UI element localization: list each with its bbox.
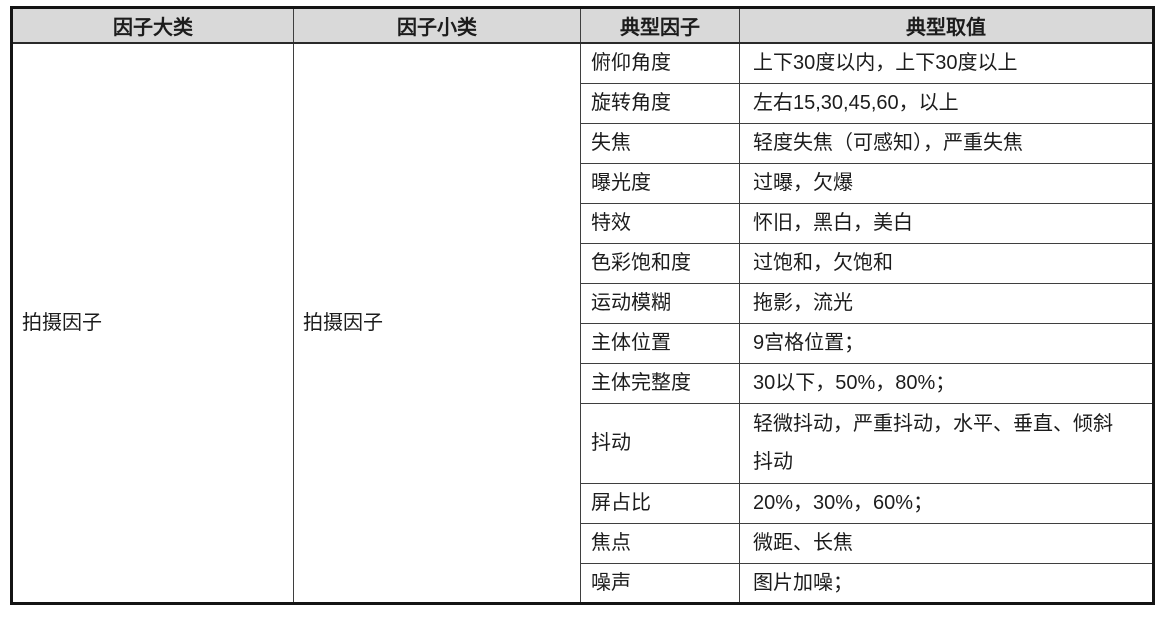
table-row: 拍摄因子 拍摄因子 俯仰角度 上下30度以内，上下30度以上	[11, 42, 1154, 604]
table-row: 主体位置 9宫格位置；	[12, 322, 1154, 364]
table-row: 屏占比 20%，30%，60%；	[12, 482, 1154, 524]
value-cell: 左右15,30,45,60，以上	[739, 82, 1154, 124]
value-cell: 图片加噪；	[739, 562, 1154, 604]
factor-cell: 失焦	[580, 122, 740, 164]
value-cell: 9宫格位置；	[739, 322, 1154, 364]
value-cell: 轻微抖动，严重抖动，水平、垂直、倾斜抖动	[739, 402, 1154, 484]
major-category-cell: 拍摄因子	[11, 42, 294, 604]
factor-cell: 旋转角度	[580, 82, 740, 124]
table-row: 失焦 轻度失焦（可感知），严重失焦	[12, 122, 1154, 164]
factor-cell: 抖动	[580, 402, 740, 484]
table-row: 主体完整度 30以下，50%，80%；	[12, 362, 1154, 404]
factor-cell: 屏占比	[580, 482, 740, 524]
value-cell: 过曝，欠爆	[739, 162, 1154, 204]
header-factor-minor-category: 因子小类	[293, 7, 581, 44]
table-row: 色彩饱和度 过饱和，欠饱和	[12, 242, 1154, 284]
factor-table: 因子大类 因子小类 典型因子 典型取值 拍摄因子 拍摄因子 俯仰角度 上下30度…	[10, 6, 1155, 605]
value-cell: 上下30度以内，上下30度以上	[739, 42, 1154, 84]
table-row: 运动模糊 拖影，流光	[12, 282, 1154, 324]
table-row: 特效 怀旧，黑白，美白	[12, 202, 1154, 244]
factor-cell: 特效	[580, 202, 740, 244]
value-cell: 30以下，50%，80%；	[739, 362, 1154, 404]
factor-cell: 俯仰角度	[580, 42, 740, 84]
value-cell: 微距、长焦	[739, 522, 1154, 564]
table-row: 抖动 轻微抖动，严重抖动，水平、垂直、倾斜抖动	[12, 402, 1154, 484]
header-typical-values: 典型取值	[739, 7, 1154, 44]
factor-cell: 主体位置	[580, 322, 740, 364]
factor-cell: 曝光度	[580, 162, 740, 204]
value-cell: 20%，30%，60%；	[739, 482, 1154, 524]
table-header-row: 因子大类 因子小类 典型因子 典型取值	[11, 7, 1154, 44]
value-cell: 过饱和，欠饱和	[739, 242, 1154, 284]
header-typical-factor: 典型因子	[580, 7, 740, 44]
table-row: 焦点 微距、长焦	[12, 522, 1154, 564]
factor-cell: 焦点	[580, 522, 740, 564]
factor-cell: 色彩饱和度	[580, 242, 740, 284]
factor-cell: 主体完整度	[580, 362, 740, 404]
minor-category-cell: 拍摄因子	[293, 42, 581, 604]
factor-cell: 运动模糊	[580, 282, 740, 324]
value-cell: 轻度失焦（可感知），严重失焦	[739, 122, 1154, 164]
table-row: 曝光度 过曝，欠爆	[12, 162, 1154, 204]
table-row: 噪声 图片加噪；	[12, 562, 1154, 604]
value-cell: 怀旧，黑白，美白	[739, 202, 1154, 244]
factor-cell: 噪声	[580, 562, 740, 604]
table-row: 旋转角度 左右15,30,45,60，以上	[12, 82, 1154, 124]
header-factor-major-category: 因子大类	[11, 7, 294, 44]
value-cell: 拖影，流光	[739, 282, 1154, 324]
